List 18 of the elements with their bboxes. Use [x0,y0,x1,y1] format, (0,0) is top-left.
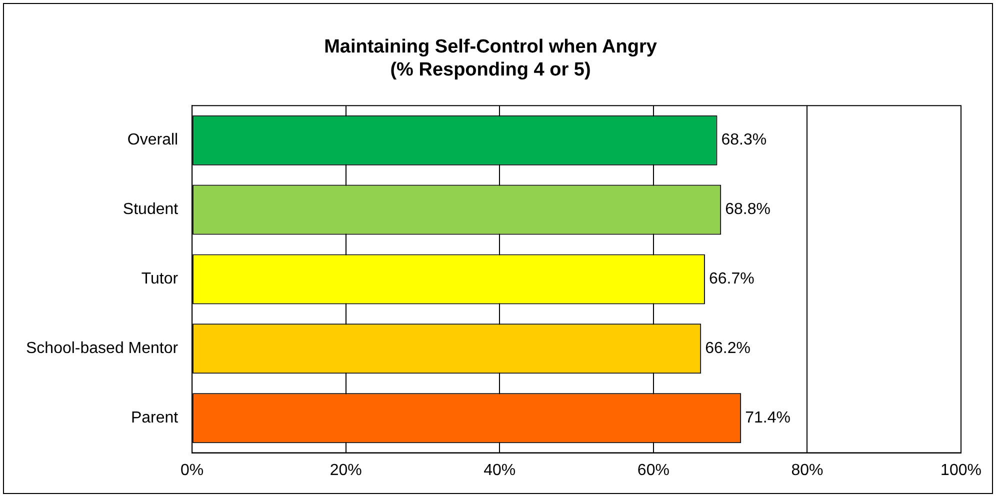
data-label: 68.8% [725,201,770,218]
data-label: 68.3% [721,132,767,149]
x-tick-label: 0% [180,462,204,479]
y-tick-label: Student [122,201,179,218]
chart-title: Maintaining Self-Control when Angry [324,36,658,58]
x-tick-label: 100% [940,462,982,479]
data-label: 71.4% [745,409,790,426]
x-tick-label: 80% [791,462,824,479]
data-label: 66.2% [705,340,750,358]
chart-subtitle: (% Responding 4 or 5) [390,59,591,80]
y-tick-label: Overall [127,132,178,149]
x-tick-label: 20% [330,462,362,479]
x-tick-label: 60% [637,462,670,479]
y-tick-label: Tutor [141,270,179,288]
x-tick-label: 40% [484,462,516,479]
y-tick-label: Parent [130,409,179,426]
data-label: 66.7% [708,270,754,288]
y-tick-label: School-based Mentor [26,340,179,358]
